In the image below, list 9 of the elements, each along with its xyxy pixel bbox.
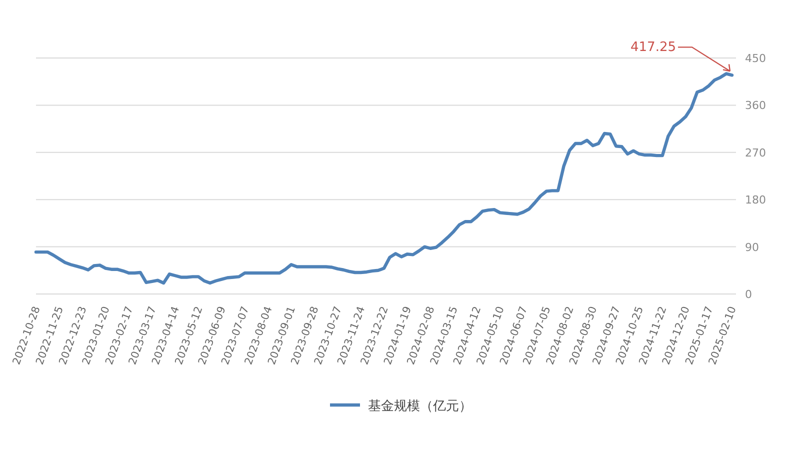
y-tick-label: 90 — [745, 240, 759, 254]
annotation: 417.25 — [630, 40, 676, 56]
y-tick-label: 0 — [745, 288, 752, 301]
y-tick-label: 450 — [745, 52, 766, 65]
legend-label: 基金规模（亿元） — [368, 399, 472, 414]
y-tick-label: 270 — [745, 146, 766, 160]
y-tick-label: 360 — [745, 99, 766, 112]
y-tick-label: 180 — [745, 194, 766, 207]
line-series — [34, 72, 734, 285]
